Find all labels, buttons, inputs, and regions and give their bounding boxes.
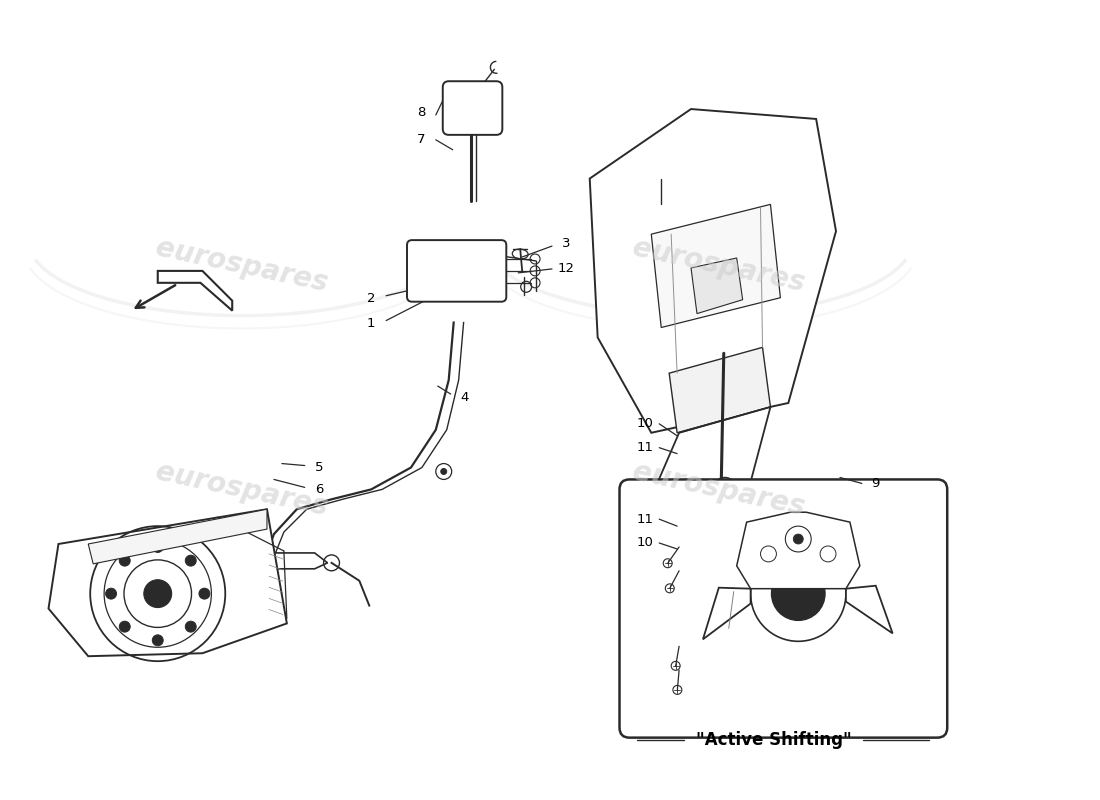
FancyBboxPatch shape xyxy=(442,82,503,135)
FancyBboxPatch shape xyxy=(407,240,506,302)
FancyBboxPatch shape xyxy=(619,479,947,738)
Polygon shape xyxy=(651,204,780,327)
Circle shape xyxy=(771,567,825,621)
Circle shape xyxy=(119,621,130,632)
Text: 4: 4 xyxy=(461,390,469,403)
Polygon shape xyxy=(249,553,328,569)
Circle shape xyxy=(185,555,196,566)
Polygon shape xyxy=(703,588,750,639)
Polygon shape xyxy=(647,407,770,506)
Circle shape xyxy=(119,555,130,566)
Text: eurospares: eurospares xyxy=(153,458,331,522)
Circle shape xyxy=(199,588,210,599)
Polygon shape xyxy=(157,271,232,310)
Polygon shape xyxy=(590,109,836,433)
Circle shape xyxy=(106,588,117,599)
Circle shape xyxy=(152,635,163,646)
Polygon shape xyxy=(691,258,742,314)
Text: eurospares: eurospares xyxy=(153,234,331,298)
Text: 12: 12 xyxy=(558,262,574,275)
Text: "Active Shifting": "Active Shifting" xyxy=(695,730,851,749)
Circle shape xyxy=(794,590,802,598)
Text: 8: 8 xyxy=(417,106,425,118)
Polygon shape xyxy=(88,510,267,564)
Text: 2: 2 xyxy=(367,292,375,306)
Polygon shape xyxy=(737,512,860,589)
Text: 1: 1 xyxy=(367,317,375,330)
Polygon shape xyxy=(846,586,892,634)
Polygon shape xyxy=(669,347,770,433)
Text: 10: 10 xyxy=(637,418,653,430)
Text: eurospares: eurospares xyxy=(630,234,807,298)
Polygon shape xyxy=(48,510,287,656)
Circle shape xyxy=(152,542,163,553)
Text: 9: 9 xyxy=(871,477,880,490)
Circle shape xyxy=(144,580,172,607)
Text: 7: 7 xyxy=(417,134,426,146)
Circle shape xyxy=(185,621,196,632)
Text: 10: 10 xyxy=(637,537,653,550)
Text: 5: 5 xyxy=(316,461,323,474)
Text: 6: 6 xyxy=(316,483,323,496)
Circle shape xyxy=(793,534,803,544)
Text: 11: 11 xyxy=(637,513,653,526)
Text: 11: 11 xyxy=(637,441,653,454)
Text: eurospares: eurospares xyxy=(630,458,807,522)
Circle shape xyxy=(238,568,248,578)
Text: 3: 3 xyxy=(562,237,570,250)
Circle shape xyxy=(441,469,447,474)
